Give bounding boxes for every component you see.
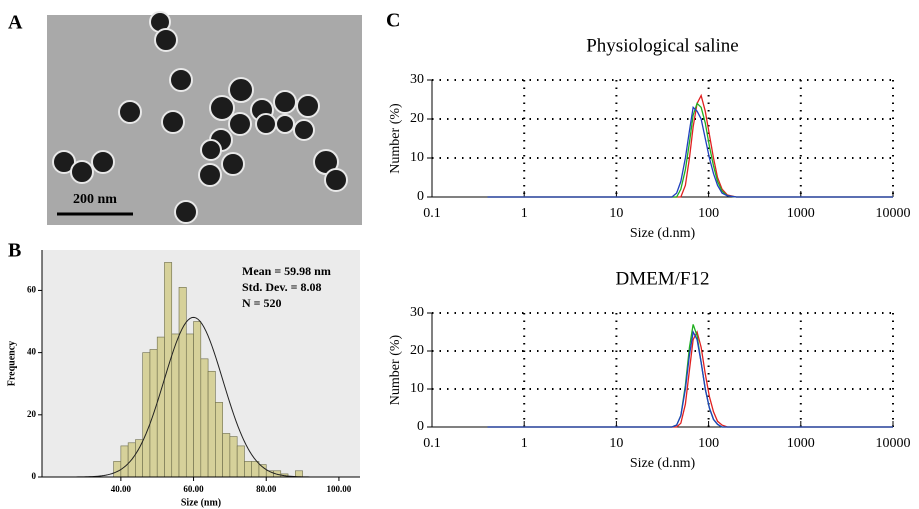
series-line [487,329,893,428]
x-tick-label: 0.1 [423,436,441,451]
panel-label: A [8,12,23,34]
x-tick-label: 10000 [876,206,911,221]
x-axis-label: Size (d.nm) [630,456,696,471]
y-tick-label: 10 [410,150,424,165]
bar [229,436,238,478]
bar [156,336,165,478]
x-tick-label: 60.00 [183,484,204,494]
bar [135,439,143,478]
bar [222,433,231,478]
x-axis-label: Size (nm) [181,497,221,508]
x-tick-label: 100 [698,436,719,451]
bar [200,358,209,478]
bar [164,262,173,478]
chart-title: DMEM/F12 [616,268,710,289]
y-tick-label: 30 [410,305,424,320]
y-axis-label: Frequency [6,341,17,386]
chart-title: Physiological saline [586,35,739,56]
tem-image [47,11,362,225]
bar [207,370,216,478]
bar [236,445,245,478]
scale-bar-label: 200 nm [73,192,117,207]
y-tick-label: 40 [27,347,37,357]
x-tick-label: 80.00 [256,484,277,494]
bar [142,352,151,478]
y-tick-label: 0 [417,419,424,434]
y-axis-label: Number (%) [388,103,403,174]
bar [215,402,223,478]
series-line [487,105,893,198]
bar [193,321,202,478]
y-tick-label: 60 [27,284,37,294]
y-tick-label: 20 [27,409,37,419]
panel-label: B [8,240,21,262]
x-tick-label: 10000 [876,436,911,451]
bar [244,461,252,478]
y-tick-label: 30 [410,72,424,87]
bar [120,445,129,478]
stat-label: Mean = 59.98 nm [242,264,331,278]
y-tick-label: 10 [410,381,424,396]
bar [178,287,187,478]
bar [251,461,260,478]
stat-label: Std. Dev. = 8.08 [242,280,322,294]
x-tick-label: 100.00 [327,484,352,494]
series-line [487,324,893,428]
x-tick-label: 1 [521,436,528,451]
stat-label: N = 520 [242,296,282,310]
x-tick-label: 10 [609,436,623,451]
y-tick-label: 20 [410,111,424,126]
bar [113,461,122,478]
x-tick-label: 0.1 [423,206,441,221]
y-axis-label: Number (%) [388,334,403,405]
x-tick-label: 1 [521,206,528,221]
x-tick-label: 100 [698,206,719,221]
x-tick-label: 40.00 [111,484,132,494]
bar [295,470,303,478]
x-tick-label: 10 [609,206,623,221]
bar [171,333,180,478]
x-axis-label: Size (d.nm) [630,226,696,241]
y-tick-label: 20 [410,343,424,358]
y-tick-label: 0 [32,471,37,481]
bar [185,333,194,478]
series-line [487,93,893,198]
x-tick-label: 1000 [787,436,815,451]
panel-label: C [386,10,400,32]
y-tick-label: 0 [417,189,424,204]
x-tick-label: 1000 [787,206,815,221]
